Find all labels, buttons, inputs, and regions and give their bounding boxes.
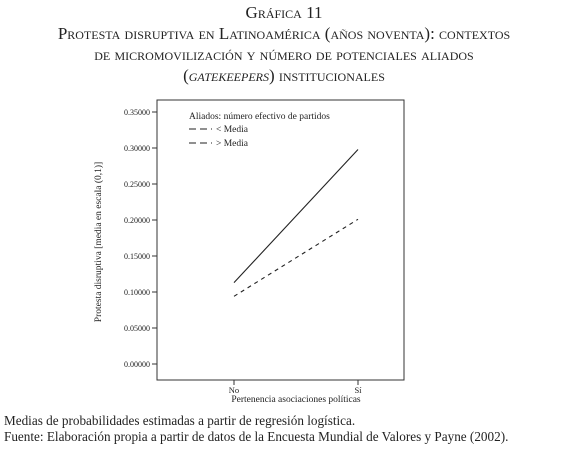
y-tick-label: 0.25000 [124,180,150,189]
series-line-media-mayor [233,218,359,297]
y-tick-label: 0.20000 [124,216,150,225]
figure-notes: Medias de probabilidades estimadas a par… [4,413,568,445]
y-tick-label: 0.30000 [124,144,150,153]
legend-label-media-mayor: > Media [216,139,249,149]
title-line-3-rest: ) institucionales [268,66,385,85]
y-axis-label: Protesta disruptiva [media en escala (0,… [93,162,104,322]
note-source: Fuente: Elaboración propia a partir de d… [4,429,509,444]
title-gatekeepers: gatekeepers [188,66,269,85]
figure-title-line-2: de micromovilización y número de potenci… [94,45,474,64]
x-axis-label: Pertenencia asociaciones políticas [231,395,361,405]
figure-number: Gráfica 11 [245,3,323,22]
legend: Aliados: número efectivo de partidos < M… [189,111,330,149]
title-paren-open: ( [183,66,189,85]
series-line-media-menor [233,149,359,284]
x-axis: No Sí [229,380,362,395]
plot-area [156,99,405,381]
figure-title-line-1: Protesta disruptiva en Latinoamérica (añ… [57,24,511,43]
y-tick-label: 0.10000 [124,288,150,297]
figure-title-block: Gráfica 11 Protesta disruptiva en Latino… [0,2,568,86]
series-lines [233,149,359,297]
y-tick-label: 0.35000 [124,108,150,117]
y-tick-label: 0.05000 [124,324,150,333]
y-tick-label: 0.15000 [124,252,150,261]
x-tick-label: Sí [354,385,362,395]
legend-title: Aliados: número efectivo de partidos [189,111,330,122]
line-chart: 0.00000 0.05000 0.10000 0.15000 0.20000 0.250… [93,99,405,405]
note-estimation: Medias de probabilidades estimadas a par… [4,413,356,428]
y-tick-label: 0.00000 [124,360,150,369]
legend-label-media-menor: < Media [216,125,249,135]
figure-title-line-3: (gatekeepers) institucionales [0,65,568,86]
x-tick-label: No [229,385,239,395]
y-axis: 0.00000 0.05000 0.10000 0.15000 0.20000 0.250… [124,108,157,369]
